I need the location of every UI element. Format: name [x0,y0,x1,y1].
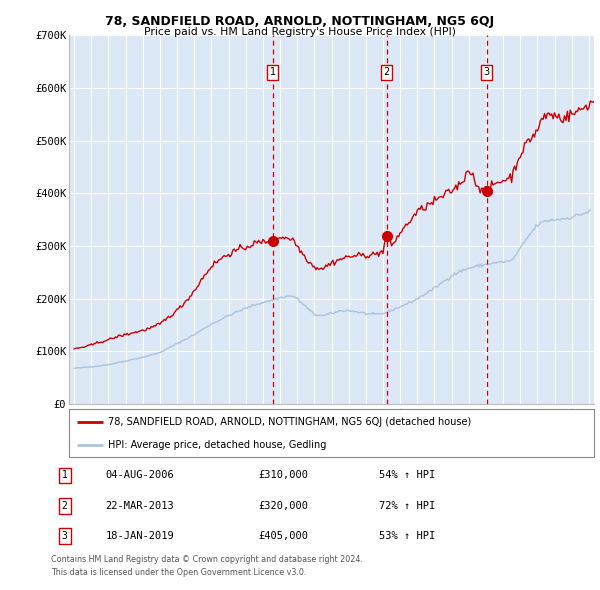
Text: 1: 1 [270,67,276,77]
Text: 04-AUG-2006: 04-AUG-2006 [106,470,175,480]
Text: Price paid vs. HM Land Registry's House Price Index (HPI): Price paid vs. HM Land Registry's House … [144,27,456,37]
Text: 78, SANDFIELD ROAD, ARNOLD, NOTTINGHAM, NG5 6QJ (detached house): 78, SANDFIELD ROAD, ARNOLD, NOTTINGHAM, … [109,417,472,427]
Text: £310,000: £310,000 [259,470,308,480]
Text: 1: 1 [62,470,68,480]
Text: 72% ↑ HPI: 72% ↑ HPI [379,501,435,511]
Text: 54% ↑ HPI: 54% ↑ HPI [379,470,435,480]
Text: 53% ↑ HPI: 53% ↑ HPI [379,532,435,542]
Text: 2: 2 [383,67,390,77]
Text: 18-JAN-2019: 18-JAN-2019 [106,532,175,542]
Text: 78, SANDFIELD ROAD, ARNOLD, NOTTINGHAM, NG5 6QJ: 78, SANDFIELD ROAD, ARNOLD, NOTTINGHAM, … [106,15,494,28]
Text: 22-MAR-2013: 22-MAR-2013 [106,501,175,511]
Text: £405,000: £405,000 [259,532,308,542]
Text: £320,000: £320,000 [259,501,308,511]
Text: HPI: Average price, detached house, Gedling: HPI: Average price, detached house, Gedl… [109,440,327,450]
Text: This data is licensed under the Open Government Licence v3.0.: This data is licensed under the Open Gov… [51,568,307,576]
Text: 3: 3 [62,532,68,542]
Text: 3: 3 [484,67,490,77]
Text: Contains HM Land Registry data © Crown copyright and database right 2024.: Contains HM Land Registry data © Crown c… [51,555,363,563]
Text: 2: 2 [62,501,68,511]
